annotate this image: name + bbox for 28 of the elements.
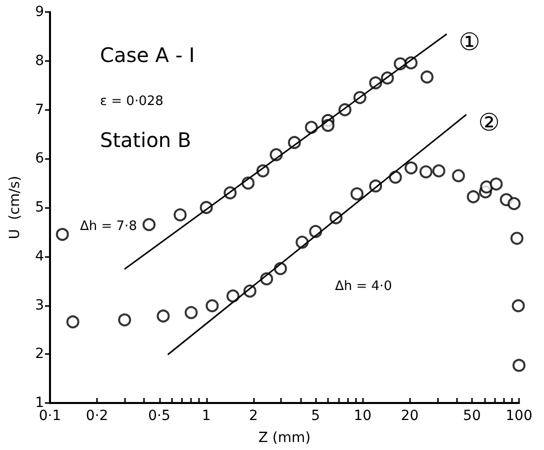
x-tick-label: 100 [506,408,532,424]
y-tick-label: 4 [35,248,44,264]
y-tick-label: 9 [35,4,44,20]
x-tick-label: 0·5 [148,408,170,424]
x-tick-label: 20 [400,408,419,424]
x-tick-label: 2 [248,408,258,424]
annotation: Δh = 7·8 [80,219,137,234]
y-tick-label: 5 [35,200,44,216]
x-tick-label: 1 [202,408,211,424]
y-tick-label: 6 [35,150,44,167]
series-label: ② [478,108,500,137]
x-tick-label: 10 [354,408,372,424]
x-axis-title: Z (mm) [258,430,311,446]
x-tick-label: 5 [311,408,320,424]
annotation: Δh = 4·0 [335,279,392,294]
y-tick-label: 7 [35,102,44,118]
y-tick-label: 1 [35,395,44,411]
series-label: ① [458,28,480,56]
x-tick-label: 0·1 [38,408,62,424]
y-tick-label: 8 [35,52,44,69]
y-tick-label: 3 [35,297,44,314]
x-tick-label: 50 [463,408,481,424]
y-axis-title: U (cm/s) [7,176,23,240]
annotation: Station B [100,128,192,152]
annotation: ε = 0·028 [100,94,164,109]
annotation: Case A - I [100,43,195,67]
y-tick-label: 2 [35,346,44,362]
x-tick-label: 0·2 [86,408,108,424]
